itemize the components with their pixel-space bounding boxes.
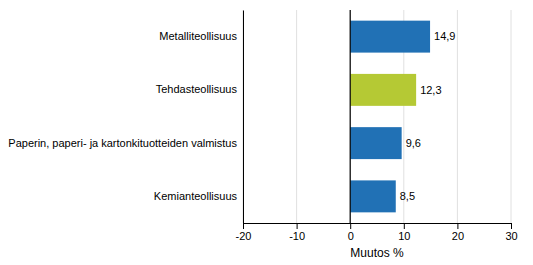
y-tick-label: Metalliteollisuus: [159, 30, 237, 42]
grid: [243, 10, 511, 223]
x-tick: 30: [505, 223, 517, 242]
y-tick: Kemianteollisuus: [154, 190, 243, 202]
x-tick-label: 30: [505, 230, 517, 242]
x-axis-title: Muutos %: [350, 246, 404, 260]
baseline: [350, 10, 351, 223]
x-tick: -10: [289, 223, 305, 242]
y-tick: Paperin, paperi- ja kartonkituotteiden v…: [8, 137, 243, 149]
bar: [350, 180, 396, 212]
x-tick-label: 20: [452, 230, 464, 242]
grid-line: [350, 10, 351, 223]
data-labels: 8,5 9,6 12,3 14,9: [400, 30, 456, 202]
x-tick-label: 10: [398, 230, 410, 242]
x-tick: -20: [236, 223, 252, 242]
y-tick-label: Paperin, paperi- ja kartonkituotteiden v…: [8, 137, 237, 149]
x-axis-line: [244, 224, 512, 230]
x-axis: -20 -10 0 10 20 30: [236, 223, 518, 242]
x-tick: 0: [348, 223, 354, 242]
data-label: 8,5: [400, 190, 415, 202]
grid-line: [243, 10, 244, 223]
x-tick-mark: [457, 223, 458, 229]
grid-line: [457, 10, 458, 223]
x-tick-mark: [297, 223, 298, 229]
grid-line: [296, 10, 297, 223]
x-tick-label: 0: [348, 230, 354, 242]
bar: [350, 21, 430, 53]
x-tick: 10: [398, 223, 410, 242]
chart: -20 -10 0 10 20 30 Kemianteollisuus Paperin, pa…: [0, 0, 533, 265]
data-label: 12,3: [420, 84, 441, 96]
x-tick-mark: [350, 223, 351, 229]
y-tick: Tehdasteollisuus: [156, 83, 243, 95]
plot: -20 -10 0 10 20 30 Kemianteollisuus Paperin, pa…: [8, 10, 517, 260]
x-tick: 20: [452, 223, 464, 242]
data-label: 9,6: [406, 137, 421, 149]
grid-line: [511, 10, 512, 223]
y-axis-line: [243, 11, 244, 224]
x-tick-mark: [243, 223, 244, 229]
y-axis: Kemianteollisuus Paperin, paperi- ja kart…: [8, 11, 243, 224]
y-tick-label: Tehdasteollisuus: [156, 83, 238, 95]
y-tick: Metalliteollisuus: [159, 30, 243, 42]
x-tick-label: -10: [289, 230, 305, 242]
data-label: 14,9: [434, 30, 455, 42]
y-tick-label: Kemianteollisuus: [154, 190, 238, 202]
x-tick-mark: [511, 223, 512, 229]
bar: [350, 127, 401, 159]
bar: [350, 74, 416, 106]
bars: [350, 10, 430, 223]
x-tick-mark: [404, 223, 405, 229]
x-tick-label: -20: [236, 230, 252, 242]
